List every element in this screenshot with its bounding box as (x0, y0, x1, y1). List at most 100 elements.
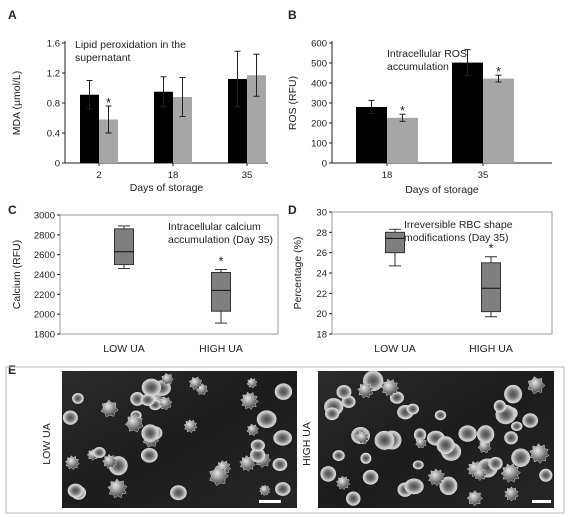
y-tick-label: 1.6 (47, 39, 60, 50)
chart-annotation: Lipid peroxidation in the (75, 39, 186, 51)
echinocyte-cell (240, 391, 259, 410)
y-axis-label: MDA (µmol/L) (11, 71, 23, 135)
y-tick-label: 2000 (34, 310, 55, 321)
echinocyte-cell (473, 467, 488, 481)
discocyte-cell (504, 384, 523, 404)
x-tick-label: 18 (168, 170, 179, 181)
bar (483, 78, 514, 163)
discocyte-cell (511, 421, 523, 431)
x-tick-label: 18 (382, 170, 393, 181)
micrograph-label-low-ua: LOW UA (41, 423, 53, 464)
discocyte-cell (406, 403, 420, 415)
x-tick-label: 35 (242, 170, 253, 181)
panel-label-c: C (8, 203, 17, 217)
bar (452, 62, 483, 163)
box (114, 228, 134, 266)
significance-marker: * (488, 241, 493, 256)
y-tick-label: 2600 (34, 250, 55, 261)
echinocyte-cell (335, 475, 351, 491)
chart-a: 0 0.4 0.8 1.2 1.6 MDA (µmol/L) Lipid peroxidat… (11, 39, 268, 194)
echinocyte-cell (161, 372, 174, 386)
panel-e-frame (5, 366, 565, 514)
discocyte-cell (511, 448, 531, 467)
y-tick-label: 300 (311, 99, 327, 110)
cells-low-ua (62, 372, 293, 501)
chart-annotation: supernatant (75, 52, 131, 64)
discocyte-cell (141, 424, 159, 442)
box (481, 262, 501, 313)
bar (173, 97, 192, 163)
x-axis-label: Days of storage (130, 182, 204, 194)
panel-label-b: B (288, 8, 297, 22)
x-axis-label: Days of storage (405, 184, 479, 196)
panel-label-a: A (8, 8, 17, 22)
significance-marker: * (106, 95, 111, 110)
echinocyte-cell (259, 484, 271, 497)
discocyte-cell (504, 431, 518, 445)
discocyte-cell (140, 448, 158, 463)
discocyte-cell (434, 410, 447, 421)
echinocyte-cell (380, 378, 400, 397)
y-tick-label: 30 (316, 208, 327, 219)
y-tick-label: 0.4 (47, 129, 60, 140)
y-axis-label: ROS (RFU) (287, 76, 299, 130)
discocyte-cell (332, 450, 345, 461)
discocyte-cell (362, 469, 379, 485)
discocyte-cell (374, 430, 395, 450)
bar (154, 91, 173, 163)
echinocyte-cell (246, 423, 259, 437)
y-tick-label: 18 (316, 330, 327, 341)
echinocyte-cell (188, 376, 203, 391)
chart-d: 18 20 22 24 26 28 30 Percentage (%) Irreversible… (292, 208, 553, 355)
y-tick-label: 24 (316, 269, 327, 280)
y-tick-label: 0 (322, 159, 327, 170)
chart-annotation: accumulation (387, 61, 449, 73)
echinocyte-cell (355, 430, 370, 445)
significance-marker: * (400, 103, 405, 118)
chart-annotation: Intracellular calcium (168, 221, 261, 233)
bar (228, 79, 247, 163)
discocyte-cell (389, 391, 404, 404)
discocyte-cell (360, 452, 372, 464)
echinocyte-cell (357, 381, 374, 399)
discocyte-cell (72, 392, 84, 404)
box (385, 231, 405, 254)
echinocyte-cell (158, 396, 173, 411)
discocyte-cell (272, 457, 288, 471)
y-tick-label: 20 (316, 309, 327, 320)
discocyte-cell (141, 378, 162, 397)
echinocyte-cell (102, 453, 118, 470)
chart-annotation: accumulation (Day 35) (168, 234, 273, 246)
y-tick-label: 100 (311, 139, 327, 150)
echinocyte-cell (477, 439, 492, 454)
discocyte-cell (476, 425, 495, 444)
echinocyte-cell (124, 413, 144, 433)
discocyte-cell (275, 482, 291, 496)
significance-marker: * (496, 64, 501, 79)
discocyte-cell (488, 456, 503, 471)
bar (356, 107, 387, 163)
category-label: HIGH UA (199, 343, 243, 355)
echinocyte-cell (527, 376, 546, 395)
y-tick-label: 2800 (34, 230, 55, 241)
chart-annotation: modifications (Day 35) (404, 232, 508, 244)
x-tick-label: 2 (96, 170, 101, 181)
y-tick-label: 1800 (34, 330, 55, 341)
echinocyte-cell (246, 377, 258, 389)
x-tick-label: 35 (478, 170, 489, 181)
echinocyte-cell (64, 455, 80, 471)
bar (247, 75, 266, 163)
y-tick-label: 28 (316, 228, 327, 239)
y-tick-label: 22 (316, 289, 327, 300)
y-axis-label: Calcium (RFU) (11, 240, 23, 309)
echinocyte-cell (415, 437, 427, 449)
y-tick-label: 3000 (34, 211, 55, 222)
echinocyte-cell (529, 443, 550, 464)
y-tick-label: 500 (311, 59, 327, 70)
discocyte-cell (325, 407, 340, 421)
echinocyte-cell (239, 455, 256, 472)
category-label: HIGH UA (469, 343, 513, 355)
discocyte-cell (170, 485, 187, 501)
discocyte-cell (346, 491, 361, 506)
